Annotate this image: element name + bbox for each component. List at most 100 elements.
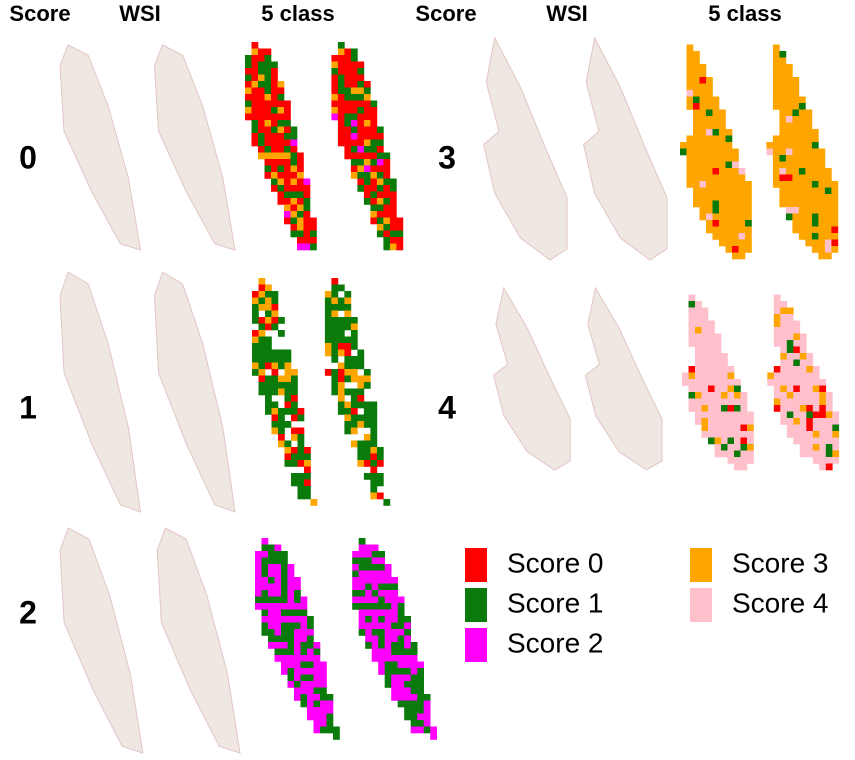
class-cell [693, 174, 700, 182]
class-cell [410, 694, 418, 701]
class-cell [767, 379, 775, 386]
class-cell [307, 700, 314, 708]
class-cell [701, 353, 709, 360]
class-cell [719, 239, 726, 247]
class-cell [786, 340, 794, 347]
class-cell [357, 87, 365, 95]
class-cell [255, 557, 262, 565]
class-cell [331, 369, 339, 376]
class-cell [792, 122, 800, 130]
class-cell [261, 603, 269, 610]
class-cell [274, 570, 282, 578]
class-cell [701, 366, 709, 373]
legend-label: Score 4 [732, 587, 829, 618]
class-cell [271, 159, 278, 166]
class-cell [287, 603, 295, 610]
class-cell [779, 148, 787, 156]
class-cell [278, 317, 285, 324]
class-cell [277, 185, 285, 192]
class-cell [712, 109, 720, 117]
class-cell [391, 583, 398, 591]
class-cell [278, 375, 285, 383]
class-cell [370, 120, 378, 127]
class-cell [725, 142, 733, 149]
class-cell [780, 366, 788, 373]
class-cell [766, 142, 774, 149]
class-cell [740, 450, 748, 458]
class-cell [819, 392, 827, 399]
class-cell [278, 421, 285, 428]
class-cell [287, 655, 295, 662]
class-cell [798, 161, 806, 169]
class-cell [688, 379, 696, 386]
class-cell [265, 317, 272, 324]
class-cell [337, 100, 345, 108]
class-cell [812, 418, 820, 425]
class-cell [818, 155, 826, 162]
class-cell [337, 68, 345, 75]
class-cell [258, 113, 265, 121]
class-cell [397, 668, 405, 675]
class-cell [831, 200, 839, 208]
class-cell [688, 405, 696, 412]
class-cell [410, 642, 418, 649]
class-cell [371, 642, 379, 649]
class-cell [300, 668, 308, 675]
class-cell [331, 87, 339, 95]
class-cell [695, 353, 702, 360]
class-cell [798, 174, 806, 182]
class-cell [686, 57, 694, 65]
class-cell [740, 431, 748, 438]
class-cell [324, 291, 332, 298]
class-cell [732, 233, 739, 240]
class-cell [805, 116, 813, 123]
class-cell [291, 434, 298, 441]
class-cell [344, 369, 352, 376]
class-cell [284, 159, 291, 166]
class-cell [245, 100, 252, 108]
class-cell [738, 220, 746, 227]
class-cell [300, 629, 308, 636]
class-cell [825, 444, 833, 451]
class-cell [370, 113, 378, 121]
class-cell [337, 61, 345, 69]
class-cell [294, 590, 301, 597]
class-cell [251, 81, 259, 88]
class-cell [350, 421, 358, 428]
class-cell [284, 421, 292, 428]
class-cell [384, 583, 392, 591]
class-cell [370, 440, 378, 448]
class-cell [310, 243, 317, 251]
class-cell [370, 172, 378, 179]
class-cell [831, 187, 839, 195]
class-cell [397, 700, 405, 708]
class-cell [304, 486, 311, 493]
class-cell [786, 424, 794, 432]
class-cell [291, 382, 298, 389]
class-cell [772, 181, 780, 188]
class-cell [772, 51, 780, 58]
class-cell [693, 135, 700, 143]
class-cell [745, 207, 752, 214]
class-cell [278, 330, 285, 337]
class-cell [812, 457, 820, 464]
class-cell [331, 68, 339, 75]
class-cell [792, 226, 800, 234]
class-cell [799, 418, 807, 425]
class-cell [287, 622, 295, 630]
class-cell [693, 116, 700, 123]
class-cell [258, 284, 266, 292]
class-cell [284, 211, 291, 218]
class-cell [383, 178, 391, 186]
class-cell [712, 194, 720, 201]
class-cell [357, 414, 365, 422]
class-cell [396, 237, 404, 244]
class-cell [819, 450, 827, 458]
class-cell [304, 473, 311, 480]
class-cell [772, 135, 780, 143]
class-cell [391, 616, 398, 623]
class-cell [261, 544, 269, 552]
class-cell [806, 444, 814, 451]
class-cell [365, 583, 372, 591]
class-cell [699, 77, 707, 84]
